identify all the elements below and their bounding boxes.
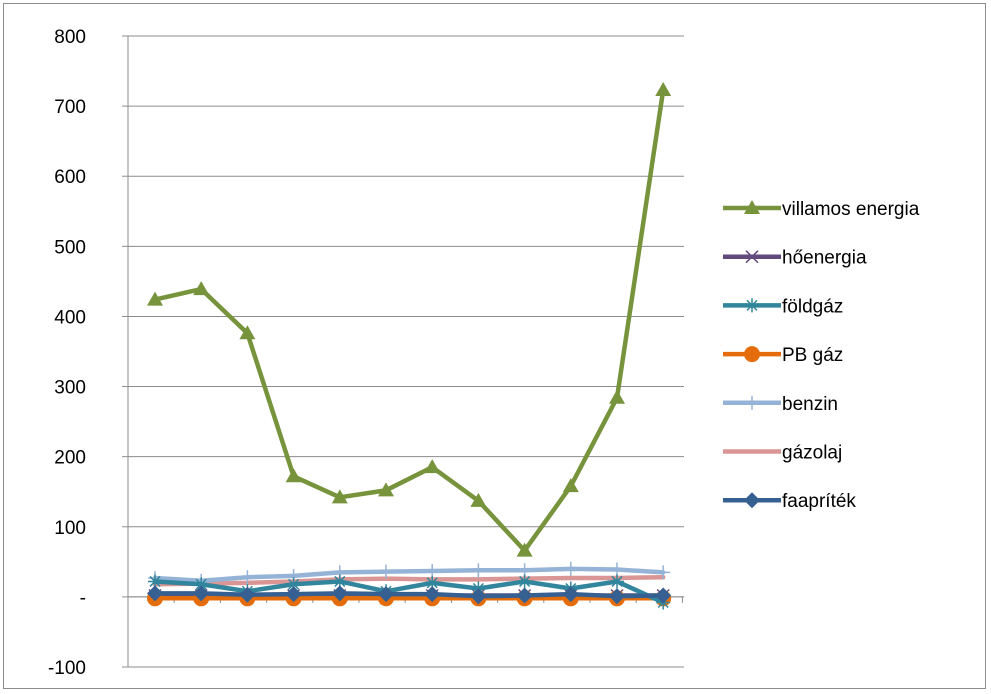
data-point (471, 563, 486, 578)
data-point (194, 577, 209, 592)
data-point (424, 586, 441, 603)
y-tick-label: 100 (54, 518, 86, 539)
data-point (285, 586, 302, 603)
plot-area (147, 81, 672, 610)
y-tick-label: 200 (54, 448, 86, 469)
data-point (655, 587, 672, 604)
data-point (609, 389, 625, 404)
series-line (152, 575, 666, 587)
y-tick-label: 500 (54, 237, 86, 258)
data-point (609, 588, 625, 605)
data-point (379, 564, 393, 579)
data-point (610, 574, 624, 589)
data-point (285, 468, 302, 483)
data-point (286, 577, 301, 592)
legend-label: hőenergia (782, 248, 867, 269)
legend-entry: villamos energia (723, 199, 920, 220)
legend-entry: gázolaj (723, 443, 842, 464)
data-point (744, 492, 760, 509)
data-point (332, 574, 347, 589)
y-tick-label: - (80, 588, 86, 609)
legend-label: gázolaj (782, 443, 842, 464)
data-point (744, 346, 760, 363)
data-point (147, 291, 163, 306)
series-villamos-energia (147, 81, 672, 557)
data-point (745, 298, 759, 313)
data-point (425, 563, 440, 578)
data-point (610, 562, 624, 577)
data-point (656, 565, 671, 580)
data-point (745, 395, 759, 410)
y-tick-label: 400 (54, 307, 86, 328)
data-point (331, 489, 348, 504)
data-point (424, 459, 441, 474)
data-point (239, 325, 256, 340)
data-point (240, 570, 255, 585)
series-line (152, 591, 666, 599)
data-point (470, 492, 487, 507)
data-point (378, 482, 394, 497)
series-line (152, 87, 666, 553)
data-point (562, 478, 579, 493)
data-point (239, 586, 256, 603)
legend-entry: faapríték (723, 491, 856, 512)
legend-entry: hőenergia (723, 248, 867, 269)
data-point (562, 586, 579, 603)
data-point (193, 585, 210, 602)
data-point (147, 585, 163, 602)
data-point (193, 281, 210, 296)
data-point (745, 250, 759, 264)
y-tick-label: 300 (54, 378, 86, 399)
legend-label: PB gáz (782, 345, 843, 366)
data-point (655, 81, 672, 96)
legend-label: földgáz (782, 296, 843, 317)
data-point (517, 574, 532, 589)
series-faapríték (147, 585, 672, 605)
legend-entry: földgáz (723, 296, 843, 317)
y-tick-label: 600 (54, 167, 86, 188)
data-point (425, 575, 440, 590)
data-point (331, 585, 348, 602)
data-point (470, 588, 487, 605)
data-point (516, 587, 533, 604)
data-point (516, 542, 533, 557)
legend-label: villamos energia (782, 199, 920, 220)
y-tick-label: -100 (48, 658, 86, 679)
legend-entry: PB gáz (723, 345, 843, 366)
legend-label: faapríték (782, 491, 856, 512)
series-gázolaj (152, 575, 666, 587)
chart-frame (3, 3, 986, 689)
legend: villamos energia hőenergia földgáz PB gáz be… (723, 199, 920, 512)
y-tick-label: 700 (54, 97, 86, 118)
series-line (152, 566, 666, 584)
data-point (378, 586, 394, 603)
data-point (744, 200, 760, 214)
legend-label: benzin (782, 394, 838, 415)
y-tick-label: 800 (54, 27, 86, 48)
data-point (148, 574, 162, 589)
data-point (563, 561, 578, 576)
series-line (152, 579, 666, 605)
legend-entry: benzin (723, 394, 838, 415)
